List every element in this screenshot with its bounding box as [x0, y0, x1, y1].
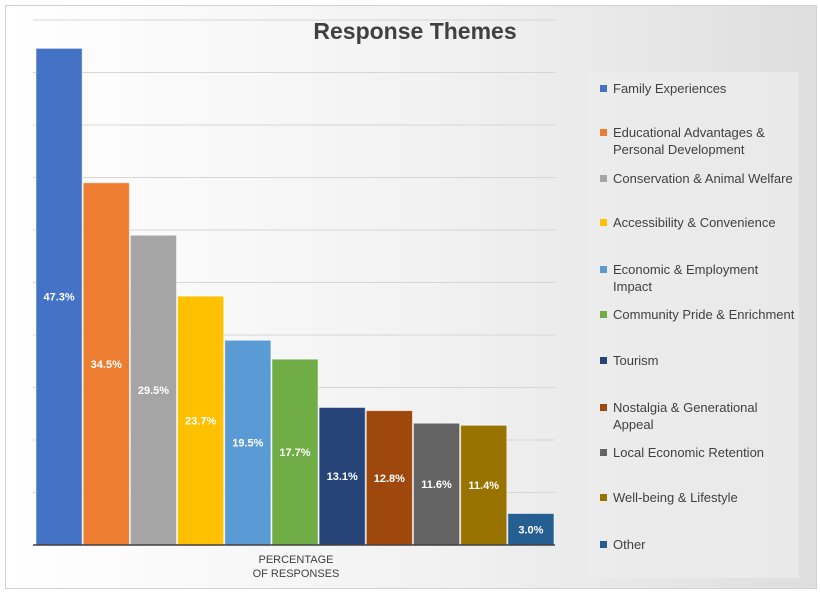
legend-label: Nostalgia & Generational Appeal — [613, 400, 758, 432]
bar-value-label: 3.0% — [518, 524, 543, 536]
legend-item: Other — [600, 536, 796, 553]
legend-swatch — [600, 266, 607, 273]
bars — [35, 47, 555, 546]
legend-label: Community Pride & Enrichment — [613, 307, 795, 322]
legend-swatch — [600, 219, 607, 226]
bar-6 — [271, 358, 319, 546]
legend-item: Community Pride & Enrichment — [600, 306, 796, 323]
legend-swatch — [600, 541, 607, 548]
legend-swatch — [600, 85, 607, 92]
bar-2 — [82, 182, 130, 546]
bar-value-label: 11.4% — [468, 480, 499, 492]
legend-swatch — [600, 129, 607, 136]
bar-value-label: 17.7% — [279, 447, 310, 459]
x-axis-title-line: PERCENTAGE — [258, 554, 334, 566]
bar-value-label: 23.7% — [185, 416, 216, 428]
legend-swatch — [600, 404, 607, 411]
bar-10 — [460, 424, 508, 546]
legend-item: Educational Advantages & Personal Develo… — [600, 124, 796, 158]
legend-swatch — [600, 175, 607, 182]
bar-value-label: 12.8% — [374, 473, 405, 485]
bar-value-label: 47.3% — [43, 292, 74, 304]
bar-7 — [318, 406, 366, 546]
legend-item: Family Experiences — [600, 80, 796, 97]
bar-value-label: 19.5% — [232, 438, 263, 450]
bar-1 — [35, 47, 83, 546]
legend-label: Tourism — [613, 353, 659, 368]
bar-8 — [365, 410, 413, 546]
data-labels: 47.3% 34.5% 29.5% 23.7% 19.5% 17.7% 13.1% 12.8%… — [43, 292, 543, 537]
legend-item: Local Economic Retention — [600, 444, 796, 461]
legend-item: Tourism — [600, 352, 796, 369]
bar-4 — [177, 295, 225, 546]
legend-swatch — [600, 311, 607, 318]
legend: Family Experiences Educational Advantages… — [585, 72, 799, 578]
legend-item: Conservation & Animal Welfare — [600, 170, 796, 187]
x-axis-title: PERCENTAGE OF RESPONSES — [236, 553, 356, 581]
legend-label: Conservation & Animal Welfare — [613, 171, 793, 186]
legend-label: Accessibility & Convenience — [613, 215, 776, 230]
bar-value-label: 29.5% — [138, 385, 169, 397]
bar-value-label: 13.1% — [327, 471, 358, 483]
legend-swatch — [600, 357, 607, 364]
legend-item: Economic & Employment Impact — [600, 261, 796, 295]
bar-value-label: 34.5% — [91, 359, 122, 371]
legend-label: Economic & Employment Impact — [613, 262, 759, 294]
legend-label: Other — [613, 537, 646, 552]
legend-swatch — [600, 494, 607, 501]
legend-label: Family Experiences — [613, 81, 727, 96]
legend-label: Well-being & Lifestyle — [613, 490, 738, 505]
legend-item: Accessibility & Convenience — [600, 214, 796, 231]
legend-label: Educational Advantages & Personal Develo… — [613, 125, 765, 157]
legend-item: Nostalgia & Generational Appeal — [600, 399, 796, 433]
legend-swatch — [600, 449, 607, 456]
x-axis-title-line: OF RESPONSES — [252, 568, 340, 580]
bar-value-label: 11.6% — [421, 479, 452, 491]
legend-label: Local Economic Retention — [613, 445, 765, 460]
chart-title: Response Themes — [313, 18, 517, 44]
legend-item: Well-being & Lifestyle — [600, 489, 796, 506]
